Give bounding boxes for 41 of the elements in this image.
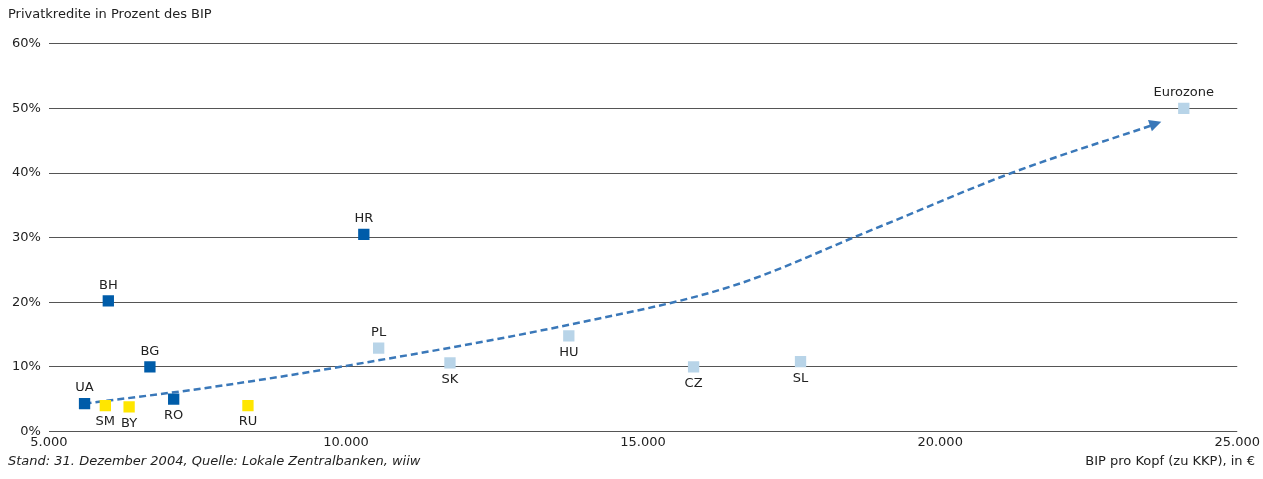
y-tick-label: 50% — [11, 99, 41, 115]
point — [794, 355, 807, 368]
y-tick-label: 60% — [11, 35, 41, 51]
x-tick-label: 10.000 — [323, 433, 369, 449]
y-axis-title: Privatkredite in Prozent des BIP — [7, 5, 213, 23]
annotation: BY — [121, 414, 138, 430]
y-tick-label: 30% — [11, 228, 41, 244]
point — [78, 397, 91, 410]
x-axis-title: BIP pro Kopf (zu KKP), in € — [1085, 453, 1255, 470]
y-tick-label: 20% — [11, 293, 41, 309]
text: Stand: 31. Dezember 2004, Quelle: Lokale Zentralbanken, wiiw — [8, 453, 421, 470]
point — [373, 342, 385, 354]
annotation: PL — [371, 323, 387, 339]
annotation: CZ — [684, 374, 703, 390]
annotation: SL — [792, 369, 810, 385]
y-tick-label: 40% — [11, 164, 41, 180]
point — [144, 361, 156, 373]
point — [1178, 102, 1190, 115]
annotation: RU — [238, 413, 258, 429]
annotation: HU — [559, 343, 579, 359]
x-tick-label: 15.000 — [620, 433, 666, 449]
annotation: SM — [95, 413, 116, 429]
annotation: BG — [140, 342, 160, 358]
annotation: HR — [354, 210, 374, 226]
x-tick-label: 25.000 — [1214, 433, 1261, 449]
point — [444, 357, 456, 369]
point — [102, 295, 114, 307]
annotation: BH — [98, 276, 118, 292]
annotation: Eurozone — [1153, 84, 1215, 100]
point — [358, 228, 370, 241]
annotation: SK — [441, 370, 459, 386]
y-tick-label: 10% — [11, 358, 41, 374]
x-tick-label: 20.000 — [917, 433, 963, 449]
point — [563, 330, 575, 342]
point — [123, 401, 135, 413]
point — [99, 399, 111, 412]
annotation: UA — [75, 379, 94, 395]
point — [687, 361, 700, 373]
annotation: RO — [164, 406, 184, 422]
point — [242, 399, 254, 412]
point — [168, 393, 180, 405]
